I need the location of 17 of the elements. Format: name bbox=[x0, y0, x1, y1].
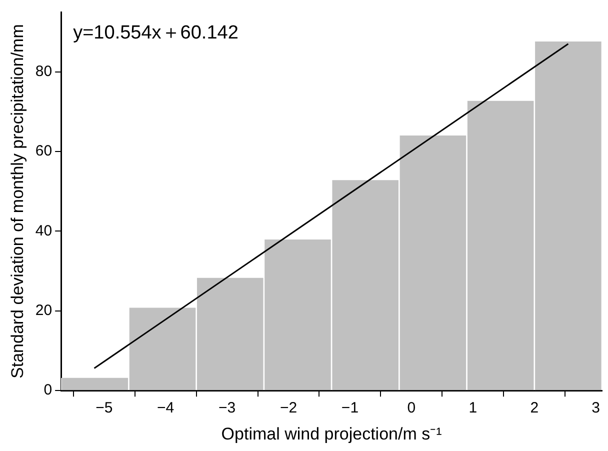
x-tick-label: −1 bbox=[341, 400, 359, 417]
x-tick-label: −2 bbox=[280, 400, 298, 417]
x-tick-label: 1 bbox=[468, 400, 478, 417]
x-axis-title: Optimal wind projection/m s⁻¹ bbox=[221, 424, 442, 444]
x-tick-label: −5 bbox=[96, 400, 113, 417]
y-axis-title: Standard deviation of monthly precipitation/mm bbox=[8, 24, 27, 378]
y-tick-label: 80 bbox=[35, 62, 52, 80]
x-tick-label: 0 bbox=[407, 400, 416, 417]
y-tick-label: 60 bbox=[35, 142, 52, 160]
x-tick-label: −4 bbox=[157, 400, 174, 417]
annotation: y=10.554x＋60.142 bbox=[73, 22, 238, 44]
y-tick-label: 40 bbox=[35, 222, 52, 240]
x-tick-label: 2 bbox=[530, 400, 539, 417]
y-tick-label: 0 bbox=[44, 382, 52, 399]
y-tick-label: 20 bbox=[35, 302, 52, 320]
x-tick-label: −3 bbox=[218, 400, 236, 417]
x-tick-label: 3 bbox=[592, 400, 600, 417]
